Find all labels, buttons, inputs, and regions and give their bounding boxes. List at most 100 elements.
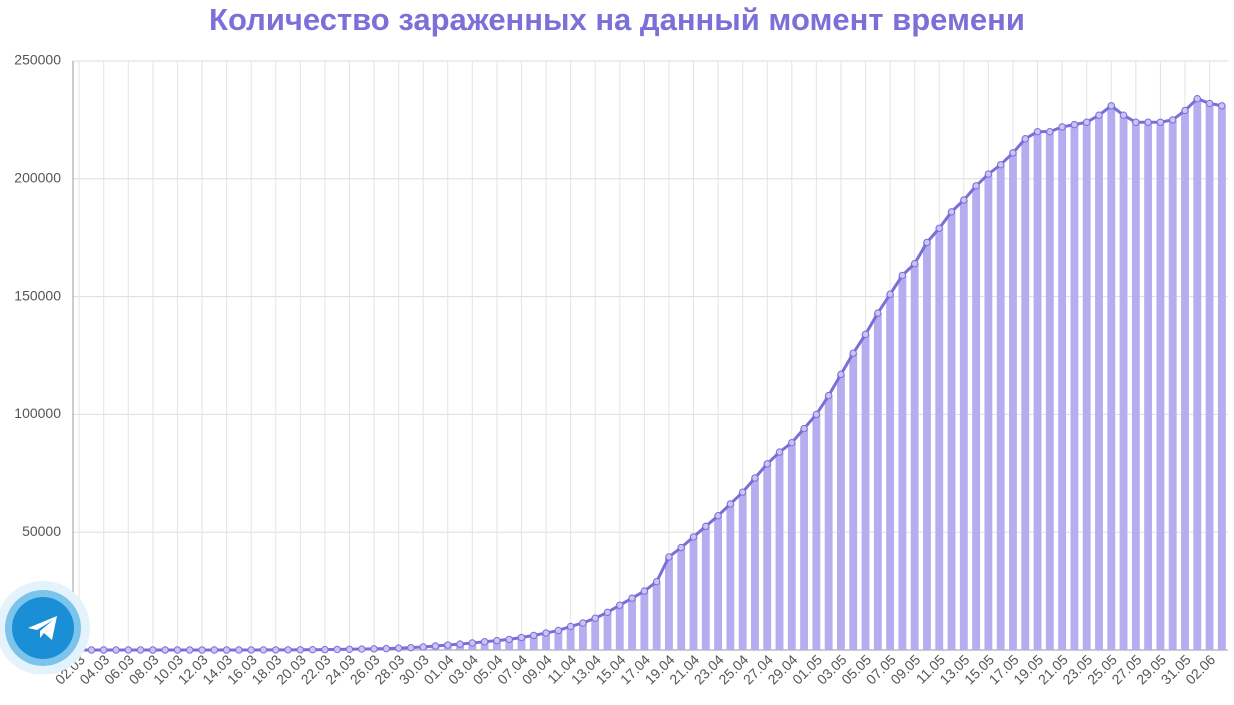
point bbox=[948, 209, 954, 215]
point bbox=[911, 260, 917, 266]
bar bbox=[776, 452, 784, 650]
point bbox=[789, 439, 795, 445]
point bbox=[813, 411, 819, 417]
bar bbox=[960, 200, 968, 650]
bar bbox=[837, 374, 845, 650]
point bbox=[150, 647, 156, 653]
point bbox=[936, 225, 942, 231]
bar bbox=[702, 526, 710, 650]
bar bbox=[665, 557, 673, 650]
bar bbox=[690, 537, 698, 650]
point bbox=[162, 647, 168, 653]
point bbox=[199, 647, 205, 653]
y-tick-label: 250000 bbox=[14, 52, 61, 68]
point bbox=[875, 310, 881, 316]
point bbox=[297, 647, 303, 653]
point bbox=[322, 646, 328, 652]
bar bbox=[1144, 122, 1152, 650]
point bbox=[1108, 103, 1114, 109]
point bbox=[273, 647, 279, 653]
bar bbox=[726, 504, 734, 650]
point bbox=[1219, 103, 1225, 109]
point bbox=[531, 632, 537, 638]
bar bbox=[886, 294, 894, 650]
bar bbox=[1070, 125, 1078, 650]
bar bbox=[1083, 122, 1091, 650]
point bbox=[924, 239, 930, 245]
bar bbox=[911, 264, 919, 650]
point bbox=[1059, 124, 1065, 130]
point bbox=[580, 620, 586, 626]
point bbox=[887, 291, 893, 297]
bar bbox=[1218, 106, 1226, 650]
bar bbox=[935, 228, 943, 650]
point bbox=[1034, 128, 1040, 134]
point bbox=[973, 183, 979, 189]
point bbox=[850, 350, 856, 356]
point bbox=[248, 647, 254, 653]
point bbox=[1194, 95, 1200, 101]
point bbox=[1145, 119, 1151, 125]
bar bbox=[1132, 122, 1140, 650]
point bbox=[617, 602, 623, 608]
point bbox=[445, 642, 451, 648]
bar bbox=[874, 313, 882, 650]
point bbox=[1120, 112, 1126, 118]
bar bbox=[1120, 115, 1128, 650]
point bbox=[666, 554, 672, 560]
y-tick-label: 50000 bbox=[22, 523, 61, 539]
bar bbox=[1169, 120, 1177, 650]
telegram-button[interactable] bbox=[0, 574, 100, 674]
point bbox=[494, 637, 500, 643]
point bbox=[703, 523, 709, 529]
point bbox=[101, 647, 107, 653]
point bbox=[899, 272, 905, 278]
bar bbox=[1107, 106, 1115, 650]
bar bbox=[862, 334, 870, 650]
bar bbox=[628, 598, 636, 650]
point bbox=[518, 634, 524, 640]
bar bbox=[579, 623, 587, 650]
point bbox=[739, 489, 745, 495]
point bbox=[653, 578, 659, 584]
bar bbox=[825, 396, 833, 650]
bar bbox=[984, 174, 992, 650]
point bbox=[113, 647, 119, 653]
point bbox=[420, 644, 426, 650]
point bbox=[506, 636, 512, 642]
bar bbox=[1193, 99, 1201, 650]
bar bbox=[1156, 122, 1164, 650]
point bbox=[137, 647, 143, 653]
point bbox=[1047, 128, 1053, 134]
point bbox=[629, 595, 635, 601]
bar bbox=[640, 591, 648, 650]
point bbox=[641, 588, 647, 594]
point bbox=[727, 501, 733, 507]
bar bbox=[714, 516, 722, 650]
bar bbox=[1095, 115, 1103, 650]
point bbox=[457, 641, 463, 647]
point bbox=[1157, 119, 1163, 125]
point bbox=[1071, 121, 1077, 127]
point bbox=[481, 639, 487, 645]
point bbox=[1182, 107, 1188, 113]
bar bbox=[677, 548, 685, 650]
point bbox=[604, 609, 610, 615]
bar bbox=[763, 464, 771, 650]
point bbox=[383, 645, 389, 651]
point bbox=[985, 171, 991, 177]
point bbox=[346, 646, 352, 652]
point bbox=[309, 646, 315, 652]
point bbox=[1022, 136, 1028, 142]
bar bbox=[972, 186, 980, 650]
point bbox=[690, 534, 696, 540]
bar bbox=[849, 353, 857, 650]
point bbox=[567, 623, 573, 629]
bar bbox=[604, 612, 612, 650]
point bbox=[1133, 119, 1139, 125]
point bbox=[432, 643, 438, 649]
y-tick-label: 150000 bbox=[14, 287, 61, 303]
point bbox=[838, 371, 844, 377]
bar bbox=[800, 429, 808, 650]
point bbox=[776, 449, 782, 455]
